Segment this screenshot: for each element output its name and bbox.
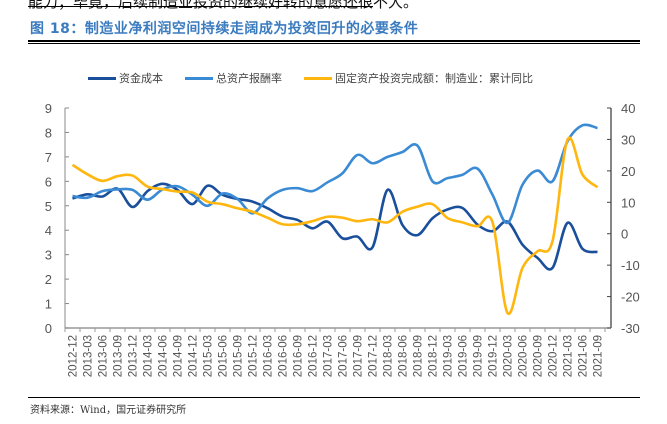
left-axis-tick-label: 0 bbox=[45, 321, 52, 336]
title-divider-thin bbox=[28, 43, 640, 44]
right-axis-tick-label: 0 bbox=[621, 227, 628, 242]
chart-legend: 资金成本 总资产报酬率 固定资产投资完成额：制造业：累计同比 bbox=[88, 70, 533, 86]
right-axis-tick-label: -20 bbox=[621, 290, 640, 305]
x-axis-tick-label: 2017-12 bbox=[368, 335, 380, 377]
legend-swatch bbox=[88, 76, 116, 80]
left-axis-tick-label: 1 bbox=[45, 297, 52, 312]
x-axis-tick-label: 2016-12 bbox=[308, 335, 320, 377]
x-axis-tick-label: 2016-06 bbox=[278, 335, 290, 377]
clipped-body-text: 能力；毕竟，后续制造业投资的继续好转的意愿还很不大。 bbox=[28, 0, 419, 11]
x-axis-tick-label: 2014-09 bbox=[173, 335, 185, 377]
x-axis-tick-label: 2013-03 bbox=[83, 335, 95, 377]
x-axis-tick-label: 2018-09 bbox=[413, 335, 425, 377]
right-axis-tick-label: -30 bbox=[621, 321, 640, 336]
title-divider bbox=[28, 40, 640, 42]
x-axis-tick-label: 2018-06 bbox=[398, 335, 410, 377]
left-axis-tick-label: 7 bbox=[45, 150, 52, 165]
x-axis-tick-label: 2013-06 bbox=[98, 335, 110, 377]
x-axis-tick-label: 2020-12 bbox=[548, 335, 560, 377]
body-text-underline bbox=[28, 6, 373, 7]
x-axis-tick-label: 2013-09 bbox=[113, 335, 125, 377]
series-line-1 bbox=[72, 123, 598, 225]
legend-item-funding-cost: 资金成本 bbox=[88, 70, 163, 86]
legend-swatch bbox=[185, 76, 213, 80]
legend-label: 总资产报酬率 bbox=[216, 72, 282, 85]
legend-label: 固定资产投资完成额：制造业：累计同比 bbox=[335, 72, 533, 85]
x-axis-tick-label: 2014-06 bbox=[158, 335, 170, 377]
x-axis-tick-label: 2018-03 bbox=[383, 335, 395, 377]
left-axis-tick-label: 8 bbox=[45, 125, 52, 140]
x-axis-tick-label: 2020-09 bbox=[533, 335, 545, 377]
x-axis-tick-label: 2021-06 bbox=[578, 335, 590, 377]
right-axis-tick-label: 30 bbox=[621, 132, 635, 147]
right-axis-tick-label: 40 bbox=[621, 101, 635, 116]
legend-label: 资金成本 bbox=[119, 72, 163, 85]
x-axis-tick-label: 2013-12 bbox=[128, 335, 140, 377]
x-axis-tick-label: 2014-03 bbox=[143, 335, 155, 377]
x-axis-tick-label: 2019-12 bbox=[488, 335, 500, 377]
left-axis-tick-label: 3 bbox=[45, 248, 52, 263]
x-axis-tick-label: 2015-09 bbox=[233, 335, 245, 377]
x-axis-tick-label: 2014-12 bbox=[188, 335, 200, 377]
legend-item-fai: 固定资产投资完成额：制造业：累计同比 bbox=[304, 70, 533, 86]
x-axis-tick-label: 2017-06 bbox=[338, 335, 350, 377]
x-axis-tick-label: 2017-03 bbox=[323, 335, 335, 377]
right-axis-tick-label: 20 bbox=[621, 164, 635, 179]
left-axis-tick-label: 4 bbox=[45, 223, 52, 238]
x-axis-tick-label: 2012-12 bbox=[68, 335, 80, 377]
x-axis-tick-label: 2016-03 bbox=[263, 335, 275, 377]
x-axis-tick-label: 2019-06 bbox=[458, 335, 470, 377]
left-axis-tick-label: 5 bbox=[45, 199, 52, 214]
figure-title: 图 18：制造业净利润空间持续走阔成为投资回升的必要条件 bbox=[30, 21, 419, 37]
x-axis-tick-label: 2021-09 bbox=[593, 335, 605, 377]
x-axis-tick-label: 2018-12 bbox=[428, 335, 440, 377]
legend-swatch bbox=[304, 76, 332, 80]
left-axis-tick-label: 6 bbox=[45, 174, 52, 189]
x-axis-tick-label: 2015-12 bbox=[248, 335, 260, 377]
source-divider bbox=[28, 397, 640, 398]
series-line-2 bbox=[71, 136, 599, 315]
x-axis-tick-label: 2019-03 bbox=[443, 335, 455, 377]
x-axis-tick-label: 2019-09 bbox=[473, 335, 485, 377]
legend-item-roa: 总资产报酬率 bbox=[185, 70, 282, 86]
x-axis-tick-label: 2015-03 bbox=[203, 335, 215, 377]
x-axis-tick-label: 2020-06 bbox=[518, 335, 530, 377]
right-axis-tick-label: 10 bbox=[621, 195, 635, 210]
right-axis-tick-label: -10 bbox=[621, 258, 640, 273]
left-axis-tick-label: 2 bbox=[45, 272, 52, 287]
x-axis-tick-label: 2021-03 bbox=[563, 335, 575, 377]
x-axis-tick-label: 2020-03 bbox=[503, 335, 515, 377]
x-axis-tick-label: 2015-06 bbox=[218, 335, 230, 377]
x-axis-tick-label: 2016-09 bbox=[293, 335, 305, 377]
left-axis-tick-label: 9 bbox=[45, 101, 52, 116]
x-axis-tick-label: 2017-09 bbox=[353, 335, 365, 377]
source-note: 资料来源：Wind，国元证券研究所 bbox=[30, 405, 187, 416]
